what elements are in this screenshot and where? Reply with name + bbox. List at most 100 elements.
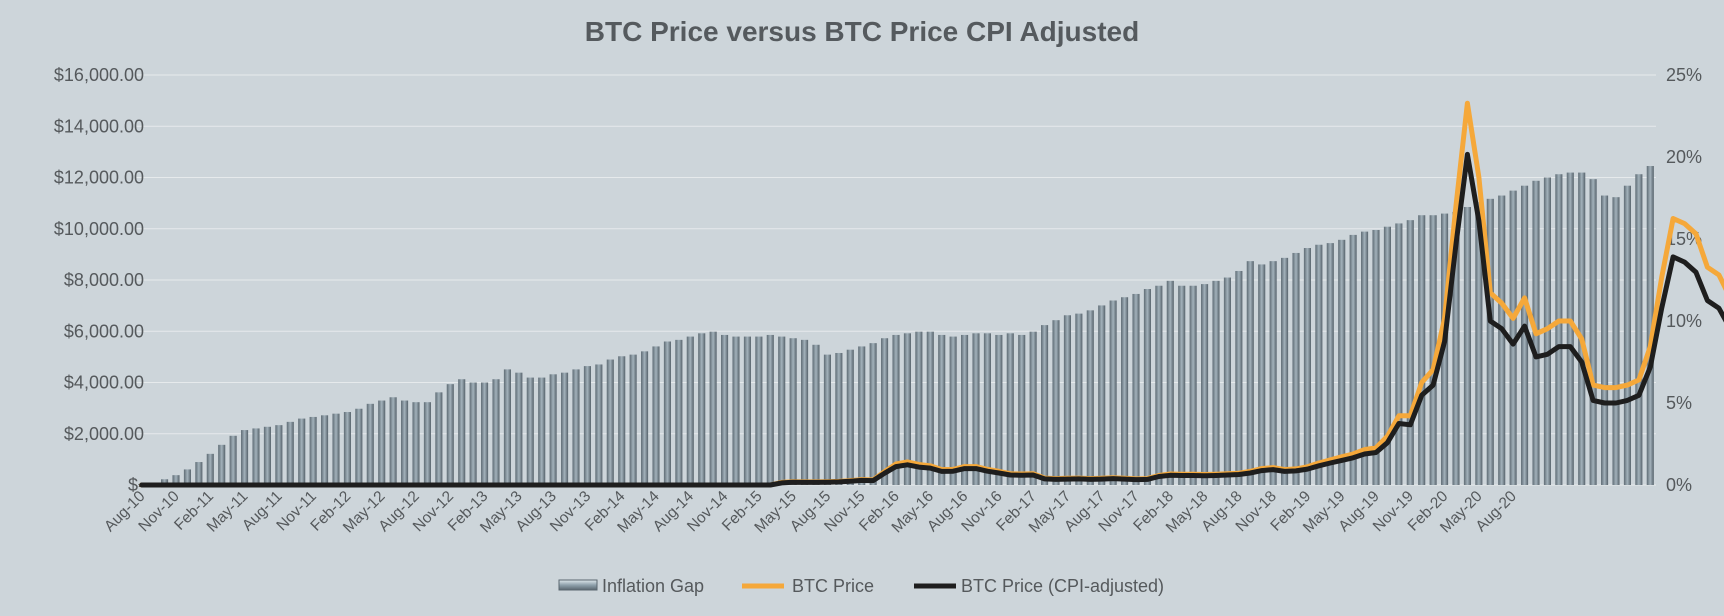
inflation-gap-bar <box>961 334 969 485</box>
inflation-gap-bar <box>972 333 980 485</box>
inflation-gap-bar <box>1475 202 1483 485</box>
inflation-gap-bar <box>812 344 820 485</box>
inflation-gap-bar <box>1589 179 1597 485</box>
inflation-gap-bar <box>1429 215 1437 485</box>
y-right-tick-label: 5% <box>1666 393 1692 413</box>
legend-label-btc-price: BTC Price <box>792 576 874 596</box>
inflation-gap-bar <box>378 400 386 485</box>
inflation-gap-bar <box>926 331 934 485</box>
y-left-tick-label: $14,000.00 <box>54 116 144 136</box>
inflation-gap-bar <box>252 428 260 485</box>
inflation-gap-bar <box>161 479 169 485</box>
inflation-gap-bar <box>1269 261 1277 485</box>
legend-label-inflation-gap: Inflation Gap <box>602 576 704 596</box>
inflation-gap-bar <box>1361 231 1369 485</box>
inflation-gap-bar <box>526 377 534 485</box>
inflation-gap-bar <box>789 338 797 485</box>
inflation-gap-bar <box>1189 285 1197 485</box>
inflation-gap-bar <box>1578 172 1586 485</box>
inflation-gap-bar <box>195 462 203 485</box>
y-left-tick-label: $- <box>128 475 144 495</box>
inflation-gap-bar <box>492 379 500 485</box>
y-axis-left: $- $2,000.00 $4,000.00 $6,000.00 $8,000.00 $1… <box>54 65 144 495</box>
chart-title: BTC Price versus BTC Price CPI Adjusted <box>585 16 1139 47</box>
inflation-gap-bar <box>1052 320 1060 485</box>
y-left-tick-label: $8,000.00 <box>64 270 144 290</box>
inflation-gap-bar <box>1246 261 1254 485</box>
inflation-gap-bar <box>183 469 191 485</box>
inflation-gap-bar <box>858 346 866 485</box>
inflation-gap-bar <box>1029 331 1037 485</box>
inflation-gap-bar <box>1281 257 1289 485</box>
inflation-gap-bar <box>1555 174 1563 485</box>
inflation-gap-bar <box>1212 280 1220 485</box>
inflation-gap-bar <box>755 336 763 485</box>
y-left-tick-label: $4,000.00 <box>64 373 144 393</box>
inflation-gap-bar <box>835 352 843 485</box>
inflation-gap-bar <box>1372 229 1380 485</box>
inflation-gap-bar <box>218 444 226 485</box>
inflation-gap-bar <box>1201 284 1209 485</box>
inflation-gap-bar <box>549 374 557 485</box>
inflation-gap-bar <box>446 384 454 485</box>
legend-label-btc-price-cpi: BTC Price (CPI-adjusted) <box>961 576 1164 596</box>
inflation-gap-bar <box>1109 300 1117 485</box>
inflation-gap-bar <box>435 392 443 485</box>
inflation-gap-bar <box>355 408 363 485</box>
inflation-gap-bar <box>1063 315 1071 485</box>
inflation-gap-bar <box>583 366 591 485</box>
inflation-gap-bar <box>709 331 717 485</box>
inflation-gap-bar <box>869 343 877 485</box>
inflation-gap-bar <box>1418 215 1426 485</box>
inflation-gap-bar <box>366 403 374 485</box>
y-left-tick-label: $16,000.00 <box>54 65 144 85</box>
legend-swatch-inflation-gap <box>558 579 598 591</box>
inflation-gap-bar <box>1006 333 1014 485</box>
y-right-tick-label: 25% <box>1666 65 1702 85</box>
inflation-gap-bar <box>675 339 683 485</box>
inflation-gap-bar <box>1349 234 1357 485</box>
inflation-gap-bar <box>903 333 911 485</box>
inflation-gap-bar <box>1601 195 1609 486</box>
inflation-gap-bar <box>1338 239 1346 485</box>
y-left-tick-label: $10,000.00 <box>54 219 144 239</box>
inflation-gap-bar <box>538 377 546 485</box>
inflation-gap-bar <box>1486 198 1494 485</box>
inflation-gap-bar <box>983 333 991 485</box>
inflation-gap-bar <box>481 382 489 485</box>
y-axis-right: 0%5%10%15%20%25% <box>1666 65 1702 495</box>
inflation-gap-bar <box>1155 285 1163 485</box>
y-left-tick-label: $6,000.00 <box>64 321 144 341</box>
legend: Inflation Gap BTC Price BTC Price (CPI-a… <box>558 576 1164 596</box>
inflation-gap-bar <box>1326 243 1334 485</box>
inflation-gap-bar <box>1646 166 1654 485</box>
inflation-gap-bar <box>469 382 477 485</box>
y-left-tick-label: $12,000.00 <box>54 168 144 188</box>
inflation-gap-bar <box>1258 264 1266 485</box>
inflation-gap-bar <box>412 402 420 485</box>
inflation-gap-bar <box>321 415 329 485</box>
inflation-gap-bar <box>1086 310 1094 485</box>
inflation-gap-bar <box>778 336 786 485</box>
inflation-gap-bar <box>618 356 626 485</box>
inflation-gap-bar <box>1635 174 1643 485</box>
inflation-gap-bar <box>263 426 271 485</box>
inflation-gap-bar <box>641 351 649 485</box>
price-lines <box>139 100 1724 488</box>
inflation-gap-bar <box>663 341 671 485</box>
inflation-gap-bar <box>332 413 340 485</box>
inflation-gap-bar <box>846 349 854 485</box>
y-right-tick-label: 0% <box>1666 475 1692 495</box>
inflation-gap-bar <box>995 334 1003 485</box>
inflation-gap-bar <box>721 334 729 485</box>
inflation-gap-bar <box>698 333 706 485</box>
inflation-gap-bar <box>1166 280 1174 485</box>
inflation-gap-bar <box>423 402 431 485</box>
inflation-gap-bar <box>515 372 523 485</box>
inflation-gap-bar <box>241 430 249 485</box>
inflation-gap-bar <box>1178 285 1186 485</box>
inflation-gap-bar <box>1315 244 1323 485</box>
inflation-gap-bar <box>458 379 466 485</box>
btc-price-cpi-adjusted-line <box>139 151 1724 488</box>
